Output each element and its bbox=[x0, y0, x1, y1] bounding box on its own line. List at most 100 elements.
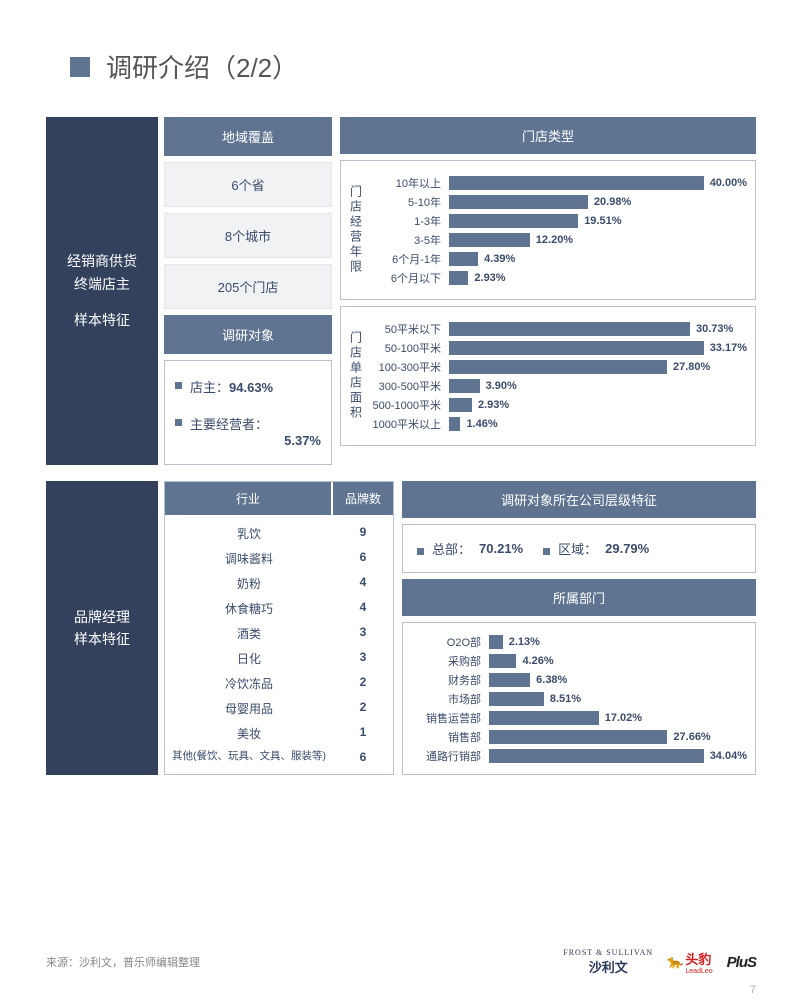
hbar-fill bbox=[449, 341, 704, 355]
hbar-fill bbox=[449, 417, 460, 431]
hbar-track: 1.46% bbox=[449, 417, 747, 431]
page-title-row: 调研介绍（2/2） bbox=[0, 0, 802, 85]
industry-rows: 乳饮9调味酱料6奶粉4休食糖巧4酒类3日化3冷饮冻品2母婴用品2美妆1其他(餐饮… bbox=[165, 515, 393, 774]
hbar-track: 4.26% bbox=[489, 654, 747, 668]
logo-leopard-en: LeadLeo bbox=[685, 968, 712, 975]
chart-dept: O2O部2.13%采购部4.26%财务部6.38%市场部8.51%销售运营部17… bbox=[402, 622, 756, 775]
bullet-square bbox=[175, 419, 182, 426]
industry-head: 行业 品牌数 bbox=[165, 482, 393, 515]
industry-row: 奶粉4 bbox=[165, 571, 393, 596]
industry-name: 日化 bbox=[165, 650, 333, 667]
hbar-fill bbox=[449, 271, 468, 285]
operator-label: 主要经营者： bbox=[190, 414, 321, 433]
coverage-header: 地域覆盖 bbox=[164, 117, 332, 156]
s1-label-l2: 终端店主 bbox=[74, 273, 130, 295]
hbar-track: 19.51% bbox=[449, 214, 747, 228]
logo-leopard-cn: 头豹 bbox=[685, 949, 712, 968]
s2-label-l1: 品牌经理 bbox=[74, 606, 130, 628]
hbar-value: 30.73% bbox=[696, 323, 733, 335]
hbar-value: 3.90% bbox=[486, 380, 517, 392]
region-value: 29.79% bbox=[605, 541, 649, 556]
brandcount-header: 品牌数 bbox=[333, 482, 393, 515]
store-type-header: 门店类型 bbox=[340, 117, 756, 154]
section-brandmgr: 品牌经理 样本特征 行业 品牌数 乳饮9调味酱料6奶粉4休食糖巧4酒类3日化3冷… bbox=[46, 481, 756, 775]
s1-label-l1: 经销商供货 bbox=[67, 250, 137, 272]
hbar-value: 1.46% bbox=[466, 418, 497, 430]
industry-count: 6 bbox=[333, 550, 393, 567]
industry-name: 休食糖巧 bbox=[165, 600, 333, 617]
chart-area: 门店单店面积 50平米以下30.73%50-100平米33.17%100-300… bbox=[340, 306, 756, 446]
hbar-fill bbox=[449, 214, 578, 228]
hbar-value: 20.98% bbox=[594, 196, 631, 208]
hbar-category: 财务部 bbox=[413, 672, 485, 688]
hbar-track: 27.66% bbox=[489, 730, 747, 744]
industry-row: 休食糖巧4 bbox=[165, 596, 393, 621]
s2-label-l2: 样本特征 bbox=[74, 628, 130, 650]
owner-label: 店主： bbox=[190, 380, 229, 395]
logo-plus: PluS bbox=[727, 954, 756, 971]
company-level-header: 调研对象所在公司层级特征 bbox=[402, 481, 756, 518]
hbar-row: 5-10年20.98% bbox=[367, 194, 747, 210]
hbar-fill bbox=[489, 654, 516, 668]
hbar-track: 20.98% bbox=[449, 195, 747, 209]
hbar-category: 通路行销部 bbox=[413, 748, 485, 764]
hbar-value: 33.17% bbox=[710, 342, 747, 354]
leopard-icon: 🐆 bbox=[667, 954, 683, 970]
industry-name: 酒类 bbox=[165, 625, 333, 642]
logo-fs-cn: 沙利文 bbox=[563, 957, 653, 976]
hbar-fill bbox=[489, 730, 667, 744]
respondents-header: 调研对象 bbox=[164, 315, 332, 354]
hbar-track: 27.80% bbox=[449, 360, 747, 374]
region-label: 区域： bbox=[558, 539, 597, 558]
hbar-track: 6.38% bbox=[489, 673, 747, 687]
hbar-category: 采购部 bbox=[413, 653, 485, 669]
industry-column: 行业 品牌数 乳饮9调味酱料6奶粉4休食糖巧4酒类3日化3冷饮冻品2母婴用品2美… bbox=[164, 481, 394, 775]
hbar-row: 3-5年12.20% bbox=[367, 232, 747, 248]
industry-count: 9 bbox=[333, 525, 393, 542]
industry-row: 母婴用品2 bbox=[165, 696, 393, 721]
hbar-row: O2O部2.13% bbox=[413, 634, 747, 650]
industry-row: 冷饮冻品2 bbox=[165, 671, 393, 696]
hbar-value: 8.51% bbox=[550, 693, 581, 705]
hbar-row: 500-1000平米2.93% bbox=[367, 397, 747, 413]
chart-years-vlabel: 门店经营年限 bbox=[345, 169, 367, 291]
hbar-value: 34.04% bbox=[710, 750, 747, 762]
industry-row: 日化3 bbox=[165, 646, 393, 671]
hbar-track: 40.00% bbox=[449, 176, 747, 190]
hbar-row: 6个月以下2.93% bbox=[367, 270, 747, 286]
title-bullet-square bbox=[70, 57, 90, 77]
hbar-value: 4.26% bbox=[522, 655, 553, 667]
hbar-fill bbox=[449, 176, 704, 190]
respondents-box: 店主：94.63% 主要经营者：5.37% bbox=[164, 360, 332, 465]
industry-count: 3 bbox=[333, 650, 393, 667]
source-text: 来源：沙利文，普乐师编辑整理 bbox=[46, 954, 200, 970]
coverage-item: 205个门店 bbox=[164, 264, 332, 309]
hbar-track: 2.93% bbox=[449, 271, 747, 285]
hbar-category: 销售部 bbox=[413, 729, 485, 745]
hbar-row: 通路行销部 34.04% bbox=[413, 748, 747, 764]
hbar-track: 17.02% bbox=[489, 711, 747, 725]
hbar-value: 17.02% bbox=[605, 712, 642, 724]
chart-dept-bars: O2O部2.13%采购部4.26%财务部6.38%市场部8.51%销售运营部17… bbox=[413, 631, 747, 766]
hbar-fill bbox=[449, 322, 690, 336]
content-area: 经销商供货 终端店主 样本特征 地域覆盖 6个省 8个城市 205个门店 调研对… bbox=[46, 117, 756, 775]
industry-name: 冷饮冻品 bbox=[165, 675, 333, 692]
industry-name: 调味酱料 bbox=[165, 550, 333, 567]
hq-label: 总部： bbox=[432, 539, 471, 558]
industry-count: 4 bbox=[333, 600, 393, 617]
logo-leadleo: 🐆 头豹 LeadLeo bbox=[667, 949, 712, 975]
hbar-track: 8.51% bbox=[489, 692, 747, 706]
hbar-value: 40.00% bbox=[710, 177, 747, 189]
section2-label: 品牌经理 样本特征 bbox=[46, 481, 158, 775]
hbar-track: 30.73% bbox=[449, 322, 747, 336]
hbar-value: 12.20% bbox=[536, 234, 573, 246]
hbar-fill bbox=[489, 692, 544, 706]
footer-logos: FROST & SULLIVAN 沙利文 🐆 头豹 LeadLeo PluS bbox=[563, 948, 756, 976]
coverage-item: 8个城市 bbox=[164, 213, 332, 258]
hbar-fill bbox=[449, 233, 530, 247]
industry-row: 调味酱料6 bbox=[165, 546, 393, 571]
industry-count: 2 bbox=[333, 700, 393, 717]
hbar-track: 34.04% bbox=[489, 749, 747, 763]
industry-header: 行业 bbox=[165, 482, 333, 515]
hbar-track: 2.13% bbox=[489, 635, 747, 649]
